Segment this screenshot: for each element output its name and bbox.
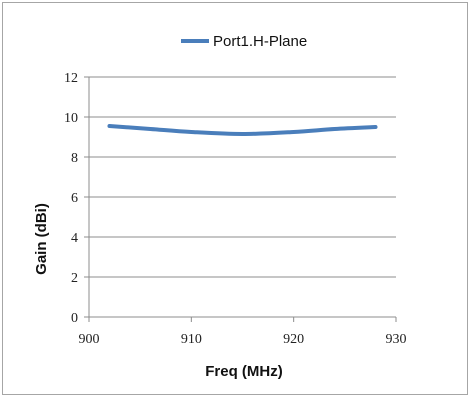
y-tick-label: 8 <box>71 151 78 166</box>
gridlines <box>89 76 396 278</box>
x-tick-label: 920 <box>283 332 304 347</box>
x-tick-label: 930 <box>386 332 407 347</box>
chart-frame: 0 2 4 6 8 10 12 900 910 920 930 Port1.H-Plane Freq… <box>2 2 468 395</box>
y-tick-label: 2 <box>71 271 78 286</box>
x-tick-label: 900 <box>79 332 100 347</box>
series-line-0 <box>107 124 378 136</box>
line-chart: 0 2 4 6 8 10 12 900 910 920 930 Port1.H-Plane Freq… <box>33 33 407 380</box>
plot-area <box>107 124 378 136</box>
y-tick-label: 4 <box>71 231 78 246</box>
x-tick-label: 910 <box>181 332 202 347</box>
y-tick-label: 6 <box>71 191 78 206</box>
y-tick-label: 10 <box>64 111 78 126</box>
axes <box>84 76 397 322</box>
tick-labels: 0 2 4 6 8 10 12 900 910 920 930 <box>64 71 407 347</box>
legend-label: Port1.H-Plane <box>213 33 307 50</box>
y-axis-label: Gain (dBi) <box>33 203 50 275</box>
x-axis-label: Freq (MHz) <box>205 363 283 380</box>
y-tick-label: 0 <box>71 311 78 326</box>
y-tick-label: 12 <box>64 71 78 86</box>
legend: Port1.H-Plane <box>181 33 307 50</box>
